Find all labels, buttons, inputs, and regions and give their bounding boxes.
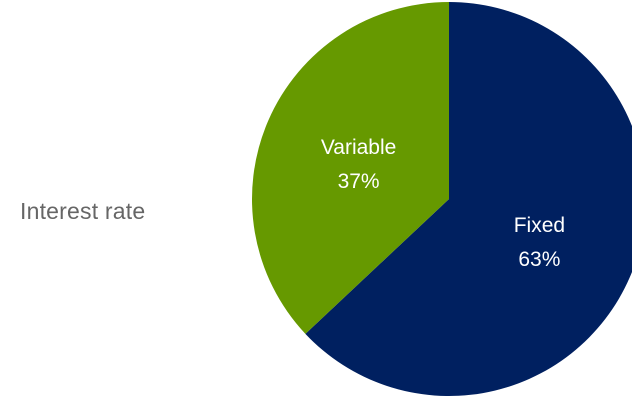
slice-value-fixed: 63% [518,248,560,271]
pie-slice-variable [252,2,449,334]
slice-value-variable: 37% [338,170,380,193]
chart-side-label: Interest rate [20,198,146,224]
slice-label-fixed: Fixed [514,214,565,237]
slice-label-variable: Variable [321,136,397,159]
pie-slice-fixed [305,2,632,396]
